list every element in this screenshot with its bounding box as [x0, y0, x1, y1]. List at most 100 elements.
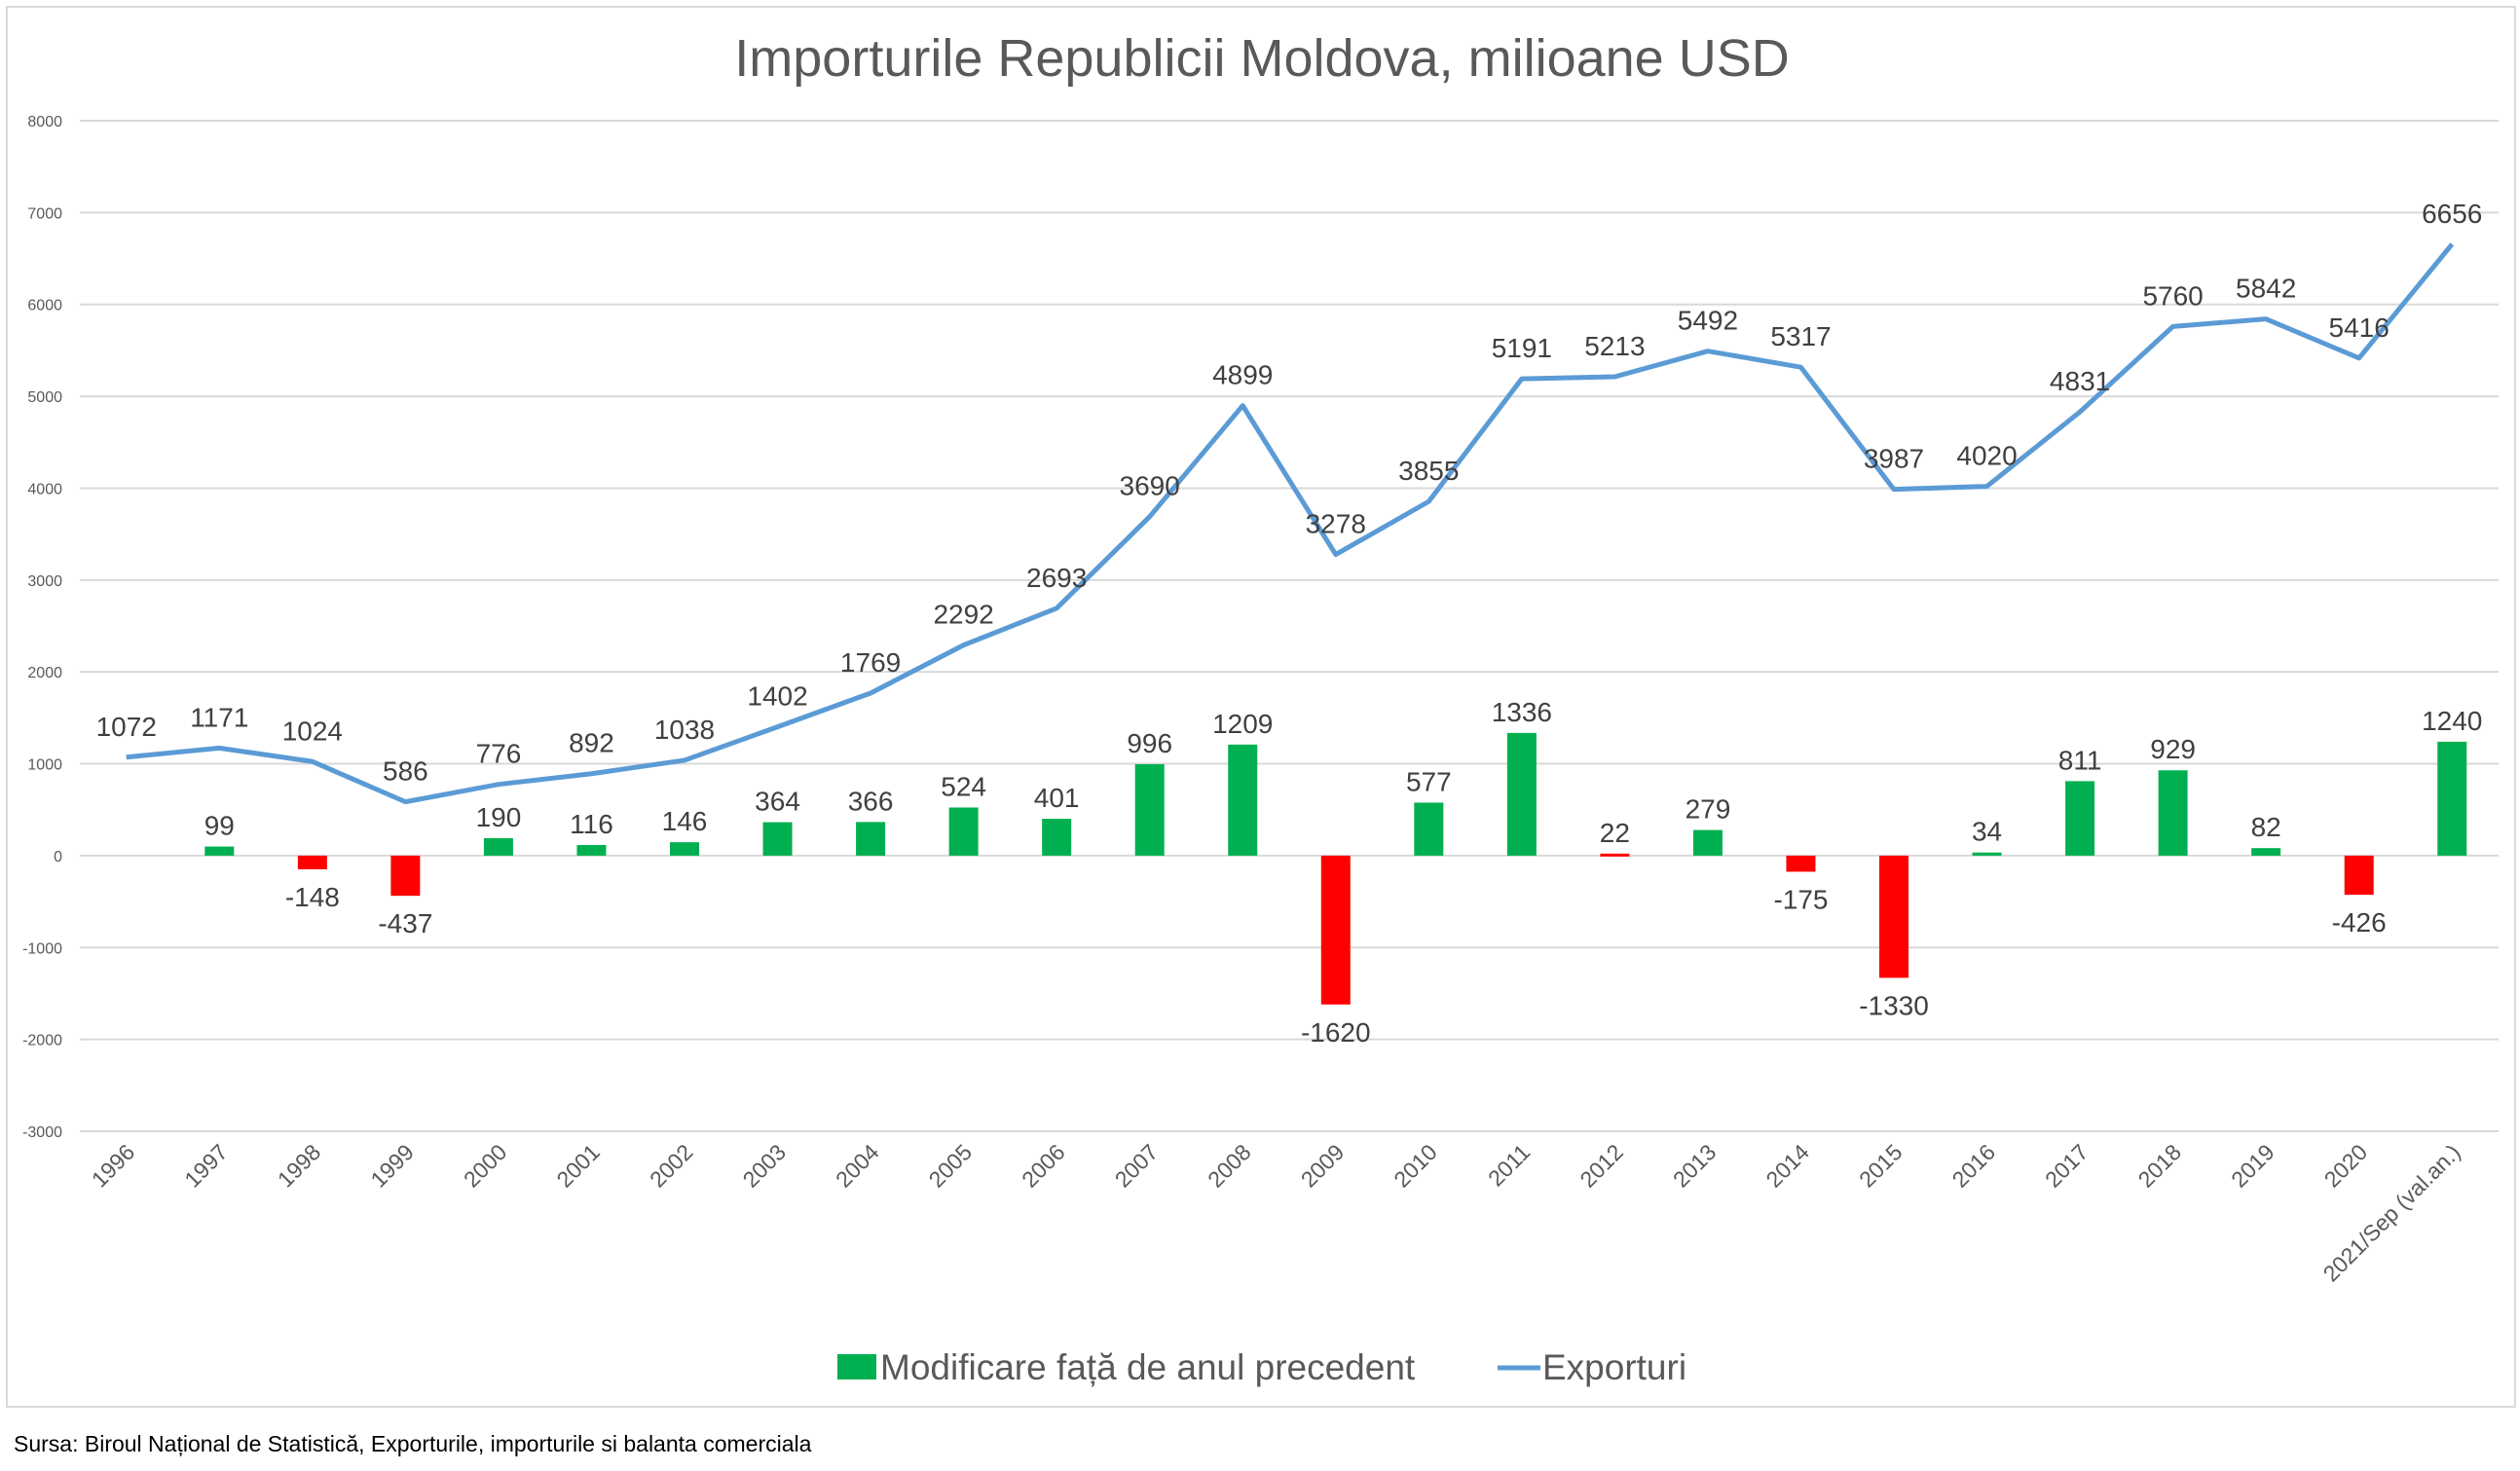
y-tick-label: 2000 — [27, 665, 62, 681]
bar-data-label: 146 — [662, 806, 708, 836]
bar-data-label: 1209 — [1212, 709, 1273, 739]
legend-bar-swatch — [837, 1354, 876, 1379]
y-tick-label: -2000 — [22, 1033, 62, 1049]
x-tick-label: 1999 — [365, 1139, 419, 1193]
bar — [2158, 770, 2188, 856]
line-data-label: 4831 — [2050, 366, 2110, 396]
x-tick-label: 2014 — [1760, 1139, 1814, 1193]
x-tick-label: 2009 — [1296, 1139, 1350, 1193]
y-tick-label: 3000 — [27, 573, 62, 590]
bar-data-label: 116 — [570, 809, 613, 839]
bar-data-label: -1330 — [1859, 990, 1929, 1020]
bar-data-label: 929 — [2150, 734, 2196, 764]
y-tick-label: 6000 — [27, 298, 62, 314]
bar-data-label: 577 — [1406, 766, 1452, 796]
line-data-label: 3690 — [1120, 471, 1180, 501]
x-tick-label: 2016 — [1947, 1139, 2001, 1193]
line-data-label: 1171 — [190, 702, 248, 732]
bar-data-label: 366 — [848, 786, 894, 816]
bar-data-label: -1620 — [1301, 1017, 1371, 1048]
line-data-label: 5191 — [1492, 333, 1552, 363]
bar — [1414, 802, 1444, 856]
y-tick-label: 7000 — [27, 205, 62, 222]
line-data-label: 1402 — [747, 681, 807, 712]
chart-frame — [6, 6, 2516, 1408]
y-tick-label: 4000 — [27, 481, 62, 497]
line-data-label: 2693 — [1026, 563, 1087, 593]
bar — [1879, 855, 1909, 978]
line-data-label: 4020 — [1956, 441, 2017, 471]
line-data-label: 3855 — [1398, 456, 1459, 486]
x-tick-label: 2002 — [645, 1139, 698, 1193]
line-data-label: 586 — [383, 756, 428, 787]
bar — [1692, 829, 1723, 856]
bar-data-label: 279 — [1686, 794, 1731, 825]
line-data-label: 2292 — [933, 600, 993, 630]
line-data-label: 6656 — [2422, 199, 2482, 229]
line-data-label: 3987 — [1864, 444, 1924, 474]
x-tick-label: 2004 — [831, 1139, 884, 1193]
bar-data-label: 364 — [755, 787, 800, 817]
x-tick-label: 2000 — [459, 1139, 512, 1193]
bar — [1600, 853, 1630, 857]
x-tick-label: 2007 — [1110, 1139, 1164, 1193]
x-tick-label: 2008 — [1203, 1139, 1256, 1193]
bar-data-label: 811 — [2058, 745, 2102, 775]
bar — [2251, 848, 2281, 856]
bar-data-label: 22 — [1600, 818, 1630, 848]
bar-data-label: 524 — [941, 771, 986, 801]
bar-data-label: 996 — [1127, 728, 1172, 758]
bar — [576, 844, 607, 856]
x-tick-label: 1996 — [87, 1139, 140, 1193]
bar — [1320, 855, 1351, 1005]
x-tick-label: 2001 — [551, 1139, 605, 1193]
line-data-label: 776 — [476, 739, 522, 769]
bar — [1786, 855, 1816, 872]
line-data-label: 5760 — [2142, 280, 2203, 311]
bar — [856, 822, 886, 856]
bar — [2065, 781, 2095, 856]
line-data-label: 5492 — [1678, 306, 1738, 336]
bar-data-label: 1336 — [1492, 697, 1552, 727]
bar — [483, 837, 513, 856]
y-tick-label: -3000 — [22, 1124, 62, 1141]
line-data-label: 1072 — [96, 712, 157, 742]
bar-data-label: -148 — [285, 882, 340, 912]
bar-data-label: -175 — [1773, 884, 1828, 914]
x-tick-label: 2013 — [1668, 1139, 1722, 1193]
y-tick-label: 0 — [54, 849, 62, 865]
bar-data-label: 1240 — [2422, 706, 2482, 736]
exports-line — [126, 242, 2455, 805]
x-tick-label: 2003 — [738, 1139, 792, 1193]
legend-line-label: Exporturi — [1542, 1347, 1686, 1387]
bar — [948, 807, 979, 856]
bar — [1228, 744, 1258, 856]
bar — [1042, 819, 1072, 856]
bar-data-label: 99 — [204, 811, 235, 841]
bar — [762, 822, 793, 856]
x-tick-label: 2015 — [1854, 1139, 1908, 1193]
x-tick-label: 2018 — [2133, 1139, 2187, 1193]
bar-data-label: 190 — [476, 802, 522, 832]
legend-bar-label: Modificare față de anul precedent — [880, 1347, 1416, 1387]
bar — [2437, 741, 2467, 856]
x-tick-label: 2006 — [1017, 1139, 1070, 1193]
line-data-label: 5213 — [1584, 331, 1645, 361]
y-tick-label: -1000 — [22, 940, 62, 957]
source-note: Sursa: Biroul Național de Statistică, Ex… — [14, 1431, 812, 1456]
line-data-label: 1769 — [840, 647, 901, 678]
x-tick-label: 2020 — [2319, 1139, 2373, 1193]
bar — [297, 855, 327, 869]
line-data-label: 1038 — [654, 715, 715, 745]
x-tick-label: 2011 — [1483, 1139, 1535, 1191]
bar — [204, 846, 235, 856]
x-tick-label: 1997 — [179, 1139, 233, 1193]
bar-data-label: 82 — [2251, 812, 2281, 842]
line-data-label: 1024 — [282, 716, 343, 746]
bar — [670, 842, 699, 856]
bar — [1506, 732, 1537, 856]
bar — [1972, 852, 2002, 856]
y-tick-label: 1000 — [27, 757, 62, 774]
bar-data-label: 34 — [1972, 817, 2002, 847]
